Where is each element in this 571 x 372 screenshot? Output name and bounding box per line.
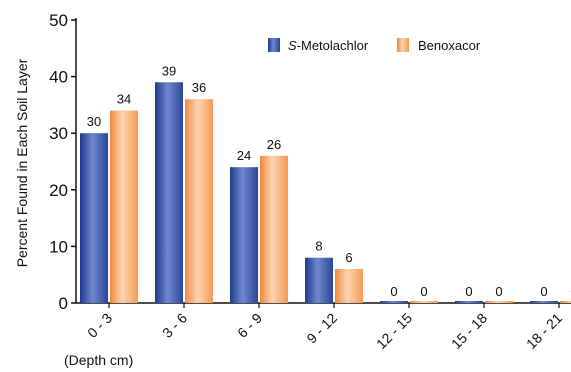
y-tick-label: 20 bbox=[49, 181, 68, 200]
y-tick-label: 30 bbox=[49, 124, 68, 143]
legend-swatch-benoxacor bbox=[397, 38, 409, 52]
y-tick-label: 0 bbox=[59, 294, 68, 313]
data-label-benoxacor-6-9: 26 bbox=[267, 137, 281, 152]
y-axis-title: Percent Found in Each Soil Layer bbox=[14, 58, 30, 267]
bar-benoxacor-15-18 bbox=[485, 301, 513, 303]
data-label-s-metolachlor-15-18: 0 bbox=[465, 284, 472, 299]
category-label-6-9: 6 - 9 bbox=[234, 310, 265, 341]
bar-s-metolachlor-15-18 bbox=[455, 301, 483, 303]
category-labels-group: 0 - 3 3 - 6 6 - 9 9 - 12 12 - 15 15 - 18 18 - … bbox=[84, 310, 565, 352]
data-label-s-metolachlor-0-3: 30 bbox=[87, 114, 101, 129]
category-label-0-3: 0 - 3 bbox=[84, 310, 115, 341]
data-label-benoxacor-0-3: 34 bbox=[117, 92, 131, 107]
category-label-9-12: 9 - 12 bbox=[303, 310, 340, 347]
bar-benoxacor-9-12 bbox=[335, 269, 363, 303]
x-axis bbox=[76, 302, 571, 308]
bar-s-metolachlor-0-3 bbox=[80, 133, 108, 303]
bar-benoxacor-18-21 bbox=[560, 301, 571, 303]
y-tick-label: 10 bbox=[49, 237, 68, 256]
legend-label-s-metolachlor: S-Metolachlor bbox=[288, 38, 369, 53]
y-axis: 0 10 20 30 40 50 bbox=[49, 11, 77, 313]
data-label-s-metolachlor-3-6: 39 bbox=[162, 63, 176, 78]
bar-s-metolachlor-18-21 bbox=[530, 301, 558, 303]
x-axis-title: (Depth cm) bbox=[64, 352, 133, 368]
bars-group bbox=[80, 82, 571, 304]
category-label-15-18: 15 - 18 bbox=[448, 310, 490, 352]
legend: S-Metolachlor Benoxacor bbox=[268, 38, 481, 53]
bar-s-metolachlor-12-15 bbox=[380, 301, 408, 303]
data-label-benoxacor-12-15: 0 bbox=[420, 284, 427, 299]
category-label-12-15: 12 - 15 bbox=[373, 310, 415, 352]
data-label-s-metolachlor-9-12: 8 bbox=[315, 239, 322, 254]
category-label-18-21: 18 - 21 bbox=[523, 310, 565, 352]
legend-label-s-metolachlor-suffix: -Metolachlor bbox=[297, 38, 369, 53]
data-label-s-metolachlor-18-21: 0 bbox=[540, 284, 547, 299]
legend-label-benoxacor: Benoxacor bbox=[418, 38, 481, 53]
bar-s-metolachlor-6-9 bbox=[230, 167, 258, 303]
y-tick-label: 40 bbox=[49, 68, 68, 87]
bar-benoxacor-6-9 bbox=[260, 155, 288, 303]
bar-benoxacor-0-3 bbox=[110, 110, 138, 303]
category-label-3-6: 3 - 6 bbox=[159, 310, 190, 341]
data-label-s-metolachlor-12-15: 0 bbox=[390, 284, 397, 299]
data-label-s-metolachlor-6-9: 24 bbox=[237, 148, 251, 163]
bar-s-metolachlor-3-6 bbox=[155, 82, 183, 303]
legend-label-s-metolachlor-prefix: S bbox=[288, 38, 297, 53]
data-label-benoxacor-3-6: 36 bbox=[192, 80, 206, 95]
bar-benoxacor-3-6 bbox=[185, 99, 213, 304]
data-label-benoxacor-9-12: 6 bbox=[345, 250, 352, 265]
bar-s-metolachlor-9-12 bbox=[305, 257, 333, 303]
legend-swatch-s-metolachlor bbox=[268, 38, 280, 52]
data-label-benoxacor-15-18: 0 bbox=[495, 284, 502, 299]
y-tick-label: 50 bbox=[49, 11, 68, 30]
bar-benoxacor-12-15 bbox=[410, 301, 438, 303]
